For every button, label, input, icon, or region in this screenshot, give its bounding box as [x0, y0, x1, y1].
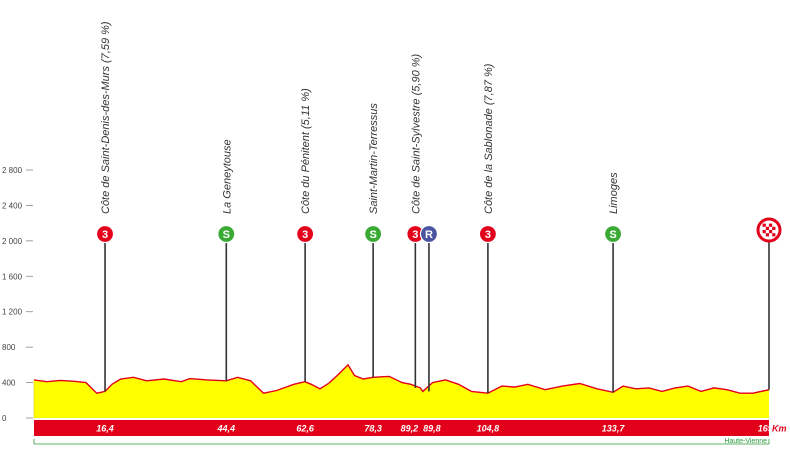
km-unit-label: Km	[772, 424, 787, 434]
sprint-icon	[217, 224, 236, 244]
waypoint-climb: 3 Côte de la Sablonade (7,87 %)	[478, 63, 498, 394]
waypoint-sprint: S Limoges	[603, 172, 623, 393]
y-tick-label: 2 000	[2, 237, 23, 246]
marker-label: 3	[485, 229, 491, 241]
waypoint-climb: 3 Côte du Pénitent (5,11 %)	[296, 88, 315, 382]
km-label: 169,7	[758, 424, 782, 434]
waypoint-name: Saint-Martin-Terressus	[368, 103, 380, 214]
finish-flag-square	[762, 223, 766, 227]
waypoint-sprint: S Saint-Martin-Terressus	[364, 103, 383, 378]
km-label: 78,3	[364, 424, 382, 434]
bonus-icon	[419, 224, 439, 244]
km-bar: 16,4 44,4 62,6 78,3 89,2 89,8 104,8 133,7 169,7K…	[33, 420, 787, 445]
waypoint-finish	[756, 217, 782, 390]
km-label: 104,8	[477, 424, 500, 434]
sprint-icon	[603, 224, 623, 244]
y-tick-label: 800	[2, 343, 16, 352]
km-label: 16,4	[96, 424, 114, 434]
km-bar-fill	[34, 420, 769, 436]
elevation-line	[33, 363, 770, 394]
waypoint-name: Côte de la Sablonade (7,87 %)	[483, 63, 495, 214]
waypoint-name: Côte de Saint-Denis-des-Murs (7,59 %)	[100, 21, 112, 214]
waypoint-climb: 3 Côte de Saint-Denis-des-Murs (7,59 %)	[95, 21, 115, 392]
waypoint-climb: 3 Côte de Saint-Sylvestre (5,90 %)	[406, 53, 425, 388]
y-tick-label: 400	[2, 379, 16, 388]
waypoint-name: La Geneytouse	[221, 139, 233, 214]
marker-label: S	[223, 229, 230, 241]
finish-flag-square	[772, 233, 776, 237]
waypoint-sprint: S La Geneytouse	[217, 139, 236, 381]
climb-category-icon	[478, 224, 498, 244]
km-label: 133,7	[602, 424, 626, 434]
marker-label: 3	[302, 229, 308, 241]
marker-label: S	[609, 229, 616, 241]
y-tick-label: 1 600	[2, 272, 23, 281]
waypoint-name: Côte de Saint-Sylvestre (5,90 %)	[410, 53, 422, 214]
y-tick-label: 2 800	[2, 166, 23, 175]
climb-category-icon	[296, 224, 315, 244]
y-tick-label: 2 400	[2, 201, 23, 210]
marker-label: R	[425, 229, 433, 241]
waypoint-name: Côte du Pénitent (5,11 %)	[300, 88, 312, 214]
finish-flag-square	[762, 230, 766, 234]
marker-label: S	[369, 229, 376, 241]
finish-flag-square	[769, 223, 773, 227]
km-label: 44,4	[217, 424, 236, 434]
elevation-fill	[34, 364, 769, 418]
finish-flag-square	[765, 226, 769, 230]
climb-category-icon	[95, 224, 115, 244]
km-label: 89,2	[401, 424, 419, 434]
marker-label: 3	[102, 229, 108, 241]
region-label: Haute-Vienne	[724, 438, 767, 445]
y-axis: 2 800 2 400 2 000 1 600 1 200 800 400 0	[2, 166, 33, 423]
elevation-area	[33, 363, 770, 418]
finish-flag-square	[769, 230, 773, 234]
finish-flag-square	[765, 233, 769, 237]
y-tick-label: 0	[2, 414, 7, 423]
marker-label: 3	[412, 229, 418, 241]
waypoint-bonus: R	[419, 224, 439, 392]
km-label: 89,8	[423, 424, 441, 434]
finish-flag-square	[772, 226, 776, 230]
y-tick-label: 1 200	[2, 308, 23, 317]
sprint-icon	[364, 224, 383, 244]
waypoint-name: Limoges	[608, 172, 620, 214]
waypoints: 3 Côte de Saint-Denis-des-Murs (7,59 %) S L…	[95, 21, 782, 394]
km-label: 62,6	[296, 424, 315, 434]
